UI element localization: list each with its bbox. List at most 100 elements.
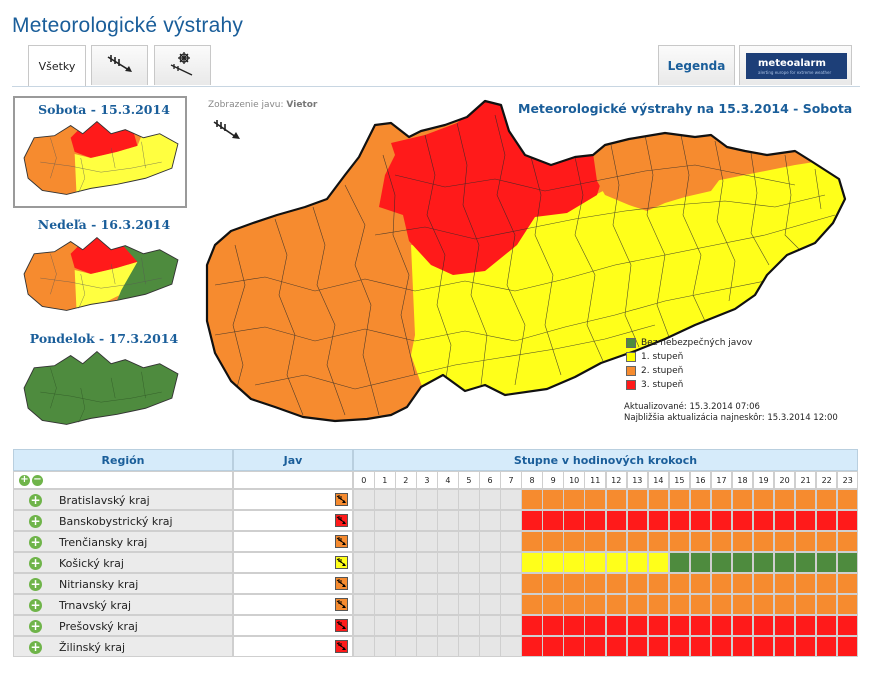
hour-level-cell [626, 552, 649, 573]
region-name: Prešovský kraj [59, 620, 138, 633]
hour-level-cell [479, 552, 501, 573]
hour-level-cell [374, 552, 396, 573]
hour-level-cell [605, 531, 628, 552]
hour-level-cell [521, 531, 543, 552]
day-title-saturday[interactable]: Sobota - 15.3.2014 [38, 102, 170, 117]
hour-level-cell [689, 594, 712, 615]
hour-level-cell [668, 489, 691, 510]
update-info: Aktualizované: 15.3.2014 07:06 Najbližši… [624, 402, 838, 424]
hour-header-18: 18 [731, 471, 754, 489]
wind-warning-icon[interactable] [335, 640, 348, 653]
hour-level-cell [668, 636, 691, 657]
wind-warning-icon[interactable] [335, 556, 348, 569]
hour-level-cell [752, 510, 775, 531]
hour-level-cell [731, 573, 754, 594]
header-region: Región [13, 449, 233, 471]
meteoalarm-logo-tagline: alerting europe for extreme weather [758, 70, 832, 75]
hour-level-cell [647, 594, 670, 615]
hour-level-cell [458, 510, 480, 531]
day-thumb-sunday-map[interactable] [20, 232, 182, 316]
tab-snow[interactable] [154, 45, 211, 85]
day-thumb-saturday-frame[interactable] [13, 96, 187, 208]
legend-swatch-yellow [626, 352, 636, 362]
table-row: + Prešovský kraj [13, 615, 859, 636]
wind-warning-icon[interactable] [335, 577, 348, 590]
day-title-monday[interactable]: Pondelok - 17.3.2014 [29, 331, 179, 346]
wind-warning-icon[interactable] [335, 493, 348, 506]
hour-level-cell [689, 573, 712, 594]
legend-item-level2: 2. stupeň [626, 366, 683, 376]
expand-row-button[interactable]: + [29, 619, 42, 633]
hour-level-cell [689, 489, 712, 510]
hour-level-cell [584, 489, 606, 510]
hour-level-cell [416, 573, 438, 594]
hour-level-cell [437, 510, 459, 531]
hour-header-19: 19 [752, 471, 775, 489]
hour-header-15: 15 [668, 471, 691, 489]
hour-level-cell [752, 531, 775, 552]
hour-level-cell [563, 552, 585, 573]
hour-level-cell [773, 510, 796, 531]
hour-level-cell [626, 573, 649, 594]
hour-level-cell [605, 552, 628, 573]
hour-level-cell [836, 594, 859, 615]
phenomenon-view-prefix: Zobrazenie javu: [208, 100, 284, 110]
hour-level-cell [479, 573, 501, 594]
tab-all[interactable]: Všetky [28, 45, 86, 87]
hour-level-cell [542, 615, 564, 636]
wind-warning-icon[interactable] [335, 514, 348, 527]
hour-level-cell [521, 552, 543, 573]
phenomenon-view-value: Vietor [286, 100, 318, 110]
slovakia-warning-map[interactable] [195, 95, 860, 435]
phenomenon-cell [233, 573, 353, 594]
hour-level-cell [416, 636, 438, 657]
hour-level-cell [773, 615, 796, 636]
region-name: Trnavský kraj [59, 599, 132, 612]
expand-row-button[interactable]: + [29, 640, 42, 654]
header-phenomenon: Jav [233, 449, 353, 471]
hour-level-cell [836, 552, 859, 573]
hour-level-cell [710, 636, 733, 657]
wind-warning-icon[interactable] [335, 535, 348, 548]
collapse-all-button[interactable]: − [32, 474, 43, 486]
hour-level-cell [710, 489, 733, 510]
hour-level-cell [563, 615, 585, 636]
hour-level-cell [584, 552, 606, 573]
day-thumb-saturday-map[interactable] [20, 116, 182, 200]
hour-level-cell [815, 594, 838, 615]
day-title-sunday[interactable]: Nedeľa - 16.3.2014 [37, 217, 171, 232]
table-row: + Nitriansky kraj [13, 573, 859, 594]
hour-level-cell [731, 489, 754, 510]
hour-level-cell [542, 636, 564, 657]
expand-row-button[interactable]: + [29, 493, 42, 507]
hour-level-cell [689, 636, 712, 657]
hour-header-7: 7 [500, 471, 522, 489]
wind-warning-icon[interactable] [335, 619, 348, 632]
table-row: + Bratislavský kraj [13, 489, 859, 510]
hour-level-cell [710, 510, 733, 531]
hour-level-cell [710, 594, 733, 615]
expand-row-button[interactable]: + [29, 535, 42, 549]
wind-warning-icon[interactable] [335, 598, 348, 611]
hour-level-cell [626, 636, 649, 657]
hour-level-cell [353, 636, 375, 657]
hour-level-cell [605, 510, 628, 531]
hour-level-cell [374, 510, 396, 531]
expand-row-button[interactable]: + [29, 577, 42, 591]
hour-level-cell [395, 552, 417, 573]
hour-level-cell [584, 573, 606, 594]
day-thumb-monday-map[interactable] [20, 346, 182, 430]
expand-all-button[interactable]: + [19, 474, 30, 486]
tab-legend[interactable]: Legenda [658, 45, 735, 85]
expand-row-button[interactable]: + [29, 514, 42, 528]
expand-row-button[interactable]: + [29, 556, 42, 570]
hour-level-cell [542, 552, 564, 573]
hour-level-cell [500, 489, 522, 510]
hour-level-cell [542, 489, 564, 510]
hour-level-cell [437, 489, 459, 510]
meteoalarm-logo[interactable]: meteoalarm alerting europe for extreme w… [746, 53, 847, 79]
phenomenon-cell [233, 594, 353, 615]
expand-row-button[interactable]: + [29, 598, 42, 612]
tab-wind[interactable] [91, 45, 148, 85]
phenomenon-cell [233, 531, 353, 552]
